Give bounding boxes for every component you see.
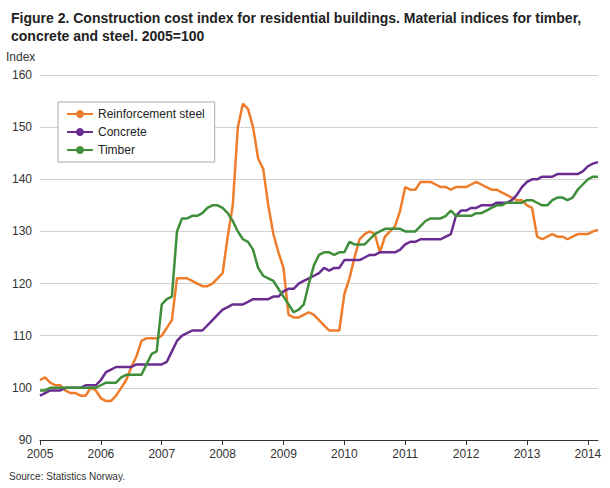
svg-text:Reinforcement steel: Reinforcement steel: [98, 107, 205, 121]
svg-text:Source: Statistics Norway.: Source: Statistics Norway.: [9, 471, 125, 482]
svg-text:160: 160: [12, 68, 32, 82]
svg-text:100: 100: [12, 381, 32, 395]
svg-text:2012: 2012: [453, 447, 480, 461]
svg-text:2007: 2007: [148, 447, 175, 461]
svg-text:2010: 2010: [331, 447, 358, 461]
svg-text:Timber: Timber: [98, 143, 135, 157]
svg-text:2011: 2011: [392, 447, 418, 461]
svg-text:110: 110: [13, 329, 32, 343]
svg-text:120: 120: [12, 277, 32, 291]
svg-text:concrete and steel. 2005=100: concrete and steel. 2005=100: [11, 28, 205, 44]
svg-text:Concrete: Concrete: [98, 125, 147, 139]
svg-text:2005: 2005: [27, 447, 54, 461]
svg-text:Figure 2. Construction cost in: Figure 2. Construction cost index for re…: [11, 10, 585, 26]
svg-text:2014: 2014: [575, 447, 602, 461]
svg-text:Index: Index: [6, 50, 35, 64]
svg-text:2006: 2006: [88, 447, 115, 461]
svg-text:130: 130: [12, 224, 32, 238]
svg-text:150: 150: [12, 120, 32, 134]
svg-text:2013: 2013: [514, 447, 541, 461]
svg-text:140: 140: [12, 172, 32, 186]
svg-text:2008: 2008: [209, 447, 236, 461]
svg-text:2009: 2009: [270, 447, 297, 461]
svg-text:90: 90: [19, 433, 33, 447]
